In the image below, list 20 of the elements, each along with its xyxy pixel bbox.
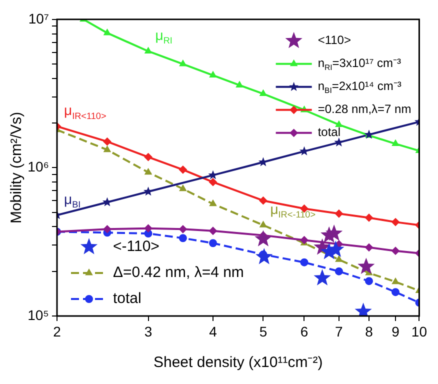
x-tick-label: 10 <box>411 323 428 340</box>
y-axis-title: Mobility (cm²/Vs) <box>8 112 26 224</box>
x-tick-label: 4 <box>209 323 218 340</box>
y-tick-label: 10⁶ <box>28 158 49 175</box>
x-tick-label: 7 <box>335 323 344 340</box>
legend-label: <-110> <box>113 238 160 256</box>
x-tick-label: 8 <box>365 323 374 340</box>
legend-label: total <box>113 290 142 308</box>
x-tick-label: 6 <box>300 323 308 340</box>
x-tick-label: 9 <box>392 323 400 340</box>
y-tick-label: 10⁵ <box>28 306 49 323</box>
legend-label: total <box>318 125 341 140</box>
legend-label: <110> <box>318 33 351 48</box>
x-tick-label: 2 <box>53 323 62 340</box>
legend-label: Δ=0.42 nm, λ=4 nm <box>113 264 244 282</box>
legend-label: =0.28 nm,λ=7 nm <box>318 102 412 116</box>
y-tick-label: 10⁷ <box>28 10 49 26</box>
x-axis-title: Sheet density (x10¹¹cm⁻²) <box>154 354 323 372</box>
x-tick-label: 3 <box>144 323 152 340</box>
x-tick-label: 5 <box>259 323 268 340</box>
